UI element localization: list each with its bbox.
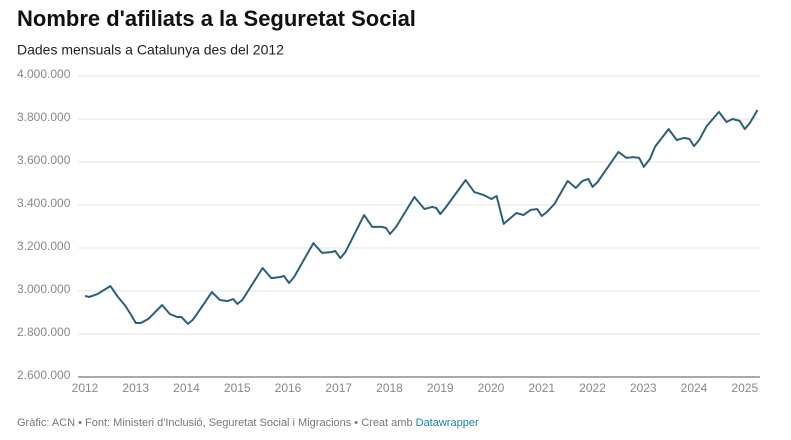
- footer-link[interactable]: Datawrapper: [416, 417, 479, 429]
- x-tick-label: 2020: [478, 381, 505, 395]
- y-tick-label: 3.200.000: [17, 239, 71, 253]
- line: [84, 109, 759, 325]
- y-tick-label: 3.000.000: [17, 282, 71, 296]
- x-tick-label: 2023: [630, 381, 657, 395]
- y-tick-label: 2.600.000: [17, 368, 71, 382]
- x-tick-label: 2012: [72, 381, 99, 395]
- x-tick-label: 2016: [275, 381, 302, 395]
- x-tick-label: 2018: [376, 381, 403, 395]
- y-tick-label: 3.400.000: [17, 196, 71, 210]
- chart-title: Nombre d'afiliats a la Seguretat Social: [17, 6, 416, 31]
- x-tick-label: 2025: [731, 381, 758, 395]
- chart-subtitle: Dades mensuals a Catalunya des del 2012: [17, 42, 284, 58]
- x-tick-label: 2021: [528, 381, 555, 395]
- x-tick-label: 2017: [325, 381, 352, 395]
- footer: Gràfic: ACN • Font: Ministeri d'Inclusió…: [17, 417, 479, 429]
- footer-text: Gràfic: ACN • Font: Ministeri d'Inclusió…: [17, 417, 413, 429]
- y-tick-label: 3.600.000: [17, 153, 71, 167]
- x-tick-label: 2024: [681, 381, 708, 395]
- x-tick-label: 2019: [427, 381, 454, 395]
- y-tick-label: 3.800.000: [17, 110, 71, 124]
- y-tick-label: 4.000.000: [17, 67, 71, 81]
- y-tick-label: 2.800.000: [17, 325, 71, 339]
- x-tick-label: 2014: [173, 381, 200, 395]
- x-tick-label: 2015: [224, 381, 251, 395]
- x-tick-label: 2013: [122, 381, 149, 395]
- x-tick-label: 2022: [579, 381, 606, 395]
